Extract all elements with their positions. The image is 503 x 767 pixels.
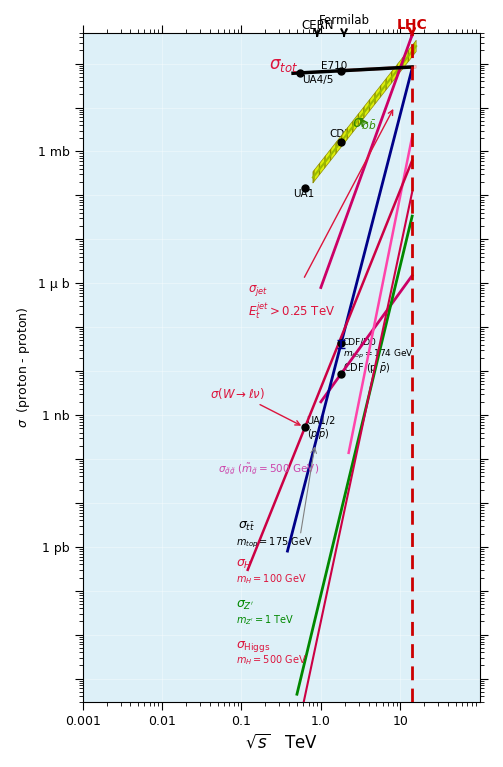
Text: $\sigma_{Z'}$: $\sigma_{Z'}$ [236,599,254,612]
Text: $\sigma_{tot}$: $\sigma_{tot}$ [269,56,298,74]
Text: UA4/5: UA4/5 [302,74,333,84]
Text: $\sigma_{jet}$
$E_t^{jet}>0.25$ TeV: $\sigma_{jet}$ $E_t^{jet}>0.25$ TeV [248,110,393,321]
Text: CERN: CERN [301,19,333,32]
Text: $m_H = 100\ \mathrm{GeV}$: $m_H = 100\ \mathrm{GeV}$ [236,572,307,585]
Text: E710: E710 [320,61,347,71]
Text: $m_{Z'} = 1\ \mathrm{TeV}$: $m_{Z'} = 1\ \mathrm{TeV}$ [236,614,294,627]
Text: CDF/D0
$m_{top}=174$ GeV: CDF/D0 $m_{top}=174$ GeV [343,337,414,361]
Text: $\sigma_{b\bar{b}}$: $\sigma_{b\bar{b}}$ [353,117,377,132]
Y-axis label: $\sigma$  (proton - proton): $\sigma$ (proton - proton) [15,307,32,428]
Text: LHC: LHC [396,18,427,32]
Text: $m_H = 500\ \mathrm{GeV}$: $m_H = 500\ \mathrm{GeV}$ [236,653,307,667]
Text: $\sigma_{\tilde{g}\tilde{g}}\ (\tilde{m}_{\tilde{g}} = 500\ \mathrm{GeV})$: $\sigma_{\tilde{g}\tilde{g}}\ (\tilde{m}… [217,462,319,477]
Text: $\sigma(W\rightarrow\ell\nu)$: $\sigma(W\rightarrow\ell\nu)$ [210,386,300,425]
Text: UA1/2
$(p\,\bar{p})$: UA1/2 $(p\,\bar{p})$ [307,416,336,443]
Text: $\sigma_{\mathrm{Higgs}}$: $\sigma_{\mathrm{Higgs}}$ [236,639,270,654]
X-axis label: $\sqrt{s}$   TeV: $\sqrt{s}$ TeV [244,733,317,752]
Text: $\sigma_{t\bar{t}}$: $\sigma_{t\bar{t}}$ [238,520,255,534]
Text: $\sigma_H$: $\sigma_H$ [236,558,252,571]
Text: $m_{top} = 175\ \mathrm{GeV}$: $m_{top} = 175\ \mathrm{GeV}$ [236,535,313,550]
Text: UA1: UA1 [294,189,315,199]
Text: CDF: CDF [330,130,351,140]
Text: Fermilab: Fermilab [318,14,370,27]
Text: CDF (p $\bar{p}$): CDF (p $\bar{p}$) [343,362,390,376]
